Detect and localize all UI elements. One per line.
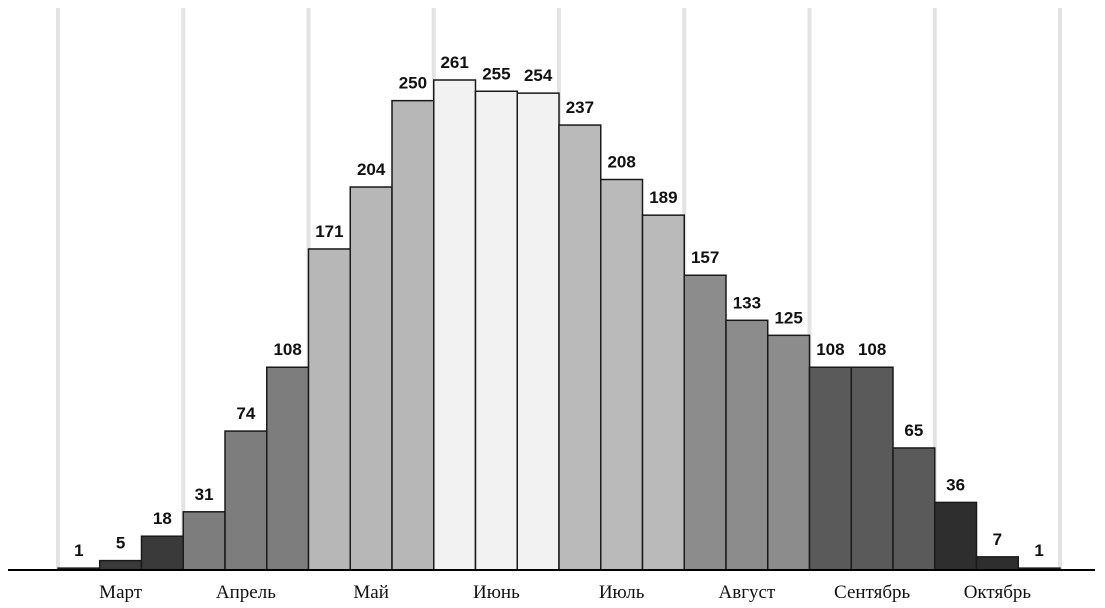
bar bbox=[349, 186, 393, 571]
bar bbox=[641, 214, 685, 571]
value-label: 74 bbox=[236, 404, 255, 423]
value-label: 133 bbox=[733, 293, 761, 312]
value-label: 108 bbox=[273, 340, 301, 359]
value-label: 250 bbox=[399, 74, 427, 93]
bar bbox=[767, 334, 811, 571]
value-label: 255 bbox=[482, 64, 510, 83]
bar bbox=[433, 79, 477, 571]
value-label: 237 bbox=[566, 98, 594, 117]
bar bbox=[140, 535, 184, 571]
value-label: 189 bbox=[649, 188, 677, 207]
value-label: 125 bbox=[774, 308, 802, 327]
value-label: 171 bbox=[315, 222, 343, 241]
value-label: 1 bbox=[74, 541, 83, 560]
bar bbox=[474, 90, 518, 571]
value-label: 31 bbox=[195, 485, 214, 504]
bar bbox=[975, 556, 1019, 571]
bars-group bbox=[57, 79, 1061, 571]
month-label: Октябрь bbox=[964, 582, 1032, 603]
value-label: 1 bbox=[1034, 541, 1043, 560]
bar bbox=[850, 366, 894, 571]
bar bbox=[99, 559, 143, 571]
month-label: Сентябрь bbox=[834, 582, 910, 603]
month-label: Апрель bbox=[216, 582, 276, 603]
value-label: 5 bbox=[116, 534, 125, 553]
bar bbox=[307, 248, 351, 571]
month-label: Март bbox=[99, 582, 143, 603]
bar bbox=[725, 319, 769, 571]
bar bbox=[182, 511, 226, 571]
bar bbox=[224, 430, 268, 571]
value-label: 254 bbox=[524, 66, 553, 85]
bar bbox=[266, 366, 310, 571]
month-label: Июль bbox=[599, 582, 645, 603]
bar bbox=[600, 178, 644, 571]
value-label: 204 bbox=[357, 160, 386, 179]
value-label: 65 bbox=[904, 421, 923, 440]
bar bbox=[808, 366, 852, 571]
bar bbox=[516, 92, 560, 571]
bar bbox=[683, 274, 727, 571]
value-labels-group: 1 5 18 31 74 108 171 204 250 261 255 254 237 208 189 15… bbox=[74, 53, 1044, 560]
value-label: 157 bbox=[691, 248, 719, 267]
bar bbox=[934, 501, 978, 571]
month-label: Июнь bbox=[473, 582, 520, 603]
value-label: 36 bbox=[946, 475, 965, 494]
bar bbox=[391, 99, 435, 571]
value-label: 261 bbox=[440, 53, 468, 72]
value-label: 108 bbox=[816, 340, 844, 359]
month-label: Май bbox=[353, 582, 389, 603]
bar bbox=[558, 124, 602, 571]
value-label: 208 bbox=[607, 153, 635, 172]
value-label: 7 bbox=[993, 530, 1002, 549]
month-label: Август bbox=[719, 582, 776, 603]
value-label: 18 bbox=[153, 509, 172, 528]
bar bbox=[892, 447, 936, 571]
month-labels-group: Март Апрель Май Июнь Июль Август Сентябрь Октяб… bbox=[99, 582, 1031, 603]
value-label: 108 bbox=[858, 340, 886, 359]
